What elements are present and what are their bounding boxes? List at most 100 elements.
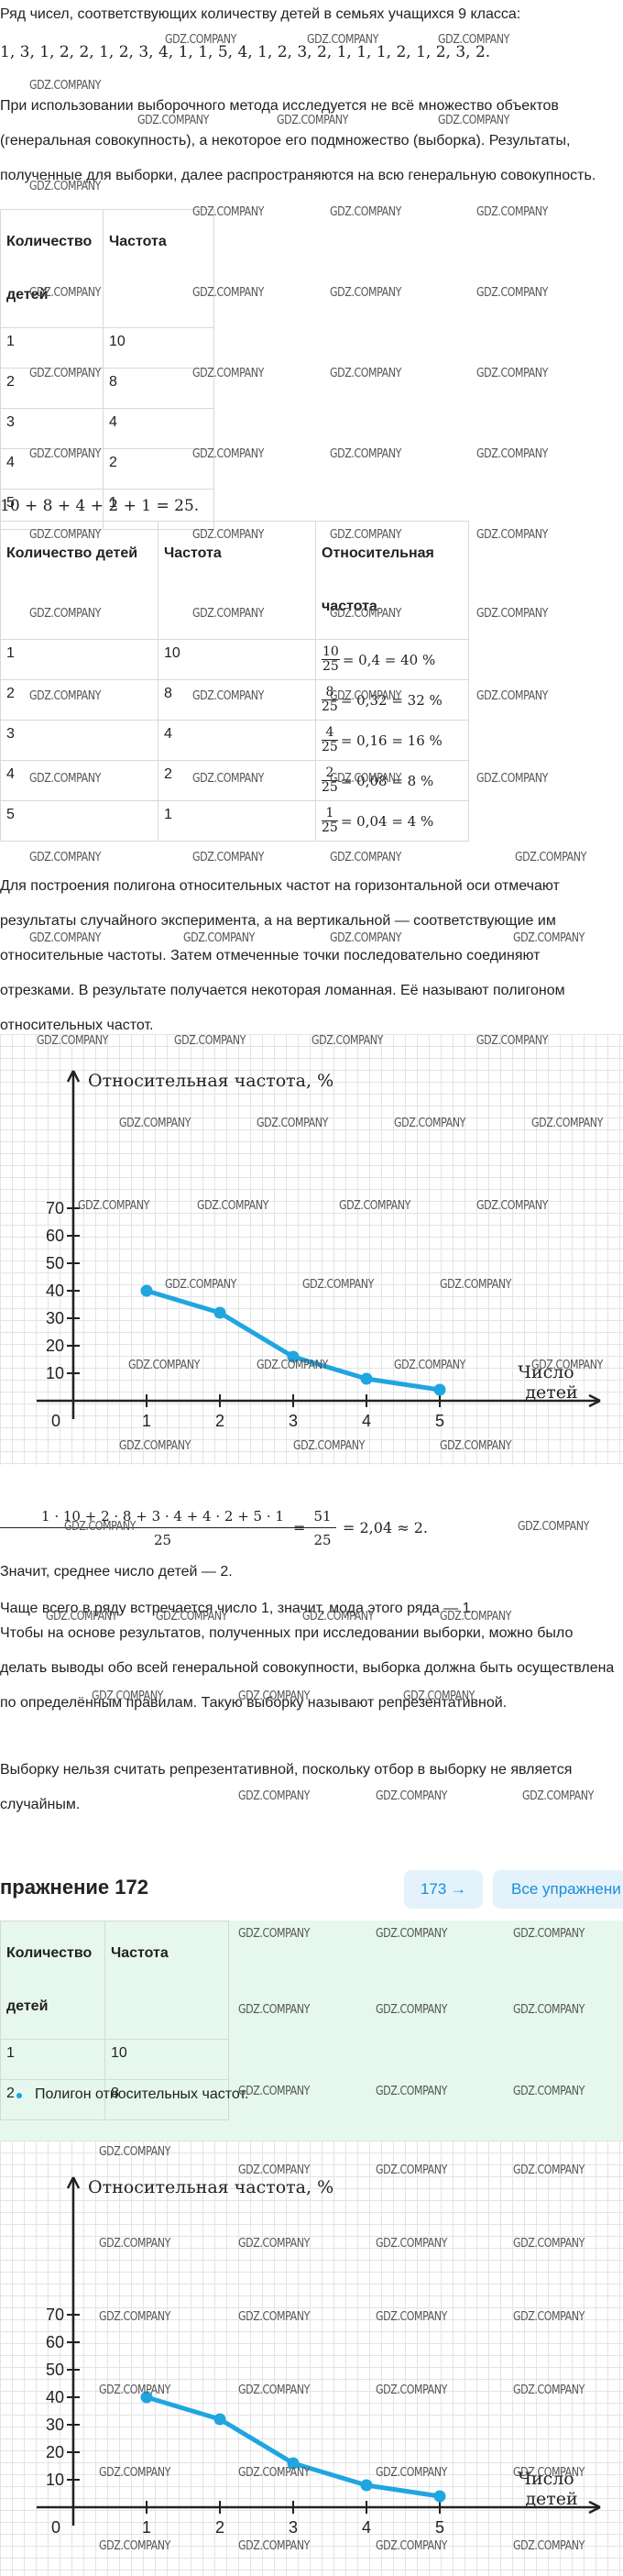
fraction-bar-2: [309, 1527, 336, 1528]
relative-frequency-cell: 8 25 = 0,32 = 32 %: [315, 679, 469, 721]
y-tick-label: 60: [46, 2333, 64, 2351]
watermark: GDZ.COMPANY: [513, 1927, 585, 1941]
watermark: GDZ.COMPANY: [238, 2237, 310, 2251]
watermark: GDZ.COMPANY: [339, 1199, 410, 1213]
watermark: GDZ.COMPANY: [302, 1278, 374, 1292]
y-tick-label: 30: [46, 1309, 64, 1327]
watermark: GDZ.COMPANY: [29, 851, 101, 864]
watermark: GDZ.COMPANY: [330, 689, 401, 703]
next-exercise-button[interactable]: 173 →: [404, 1870, 483, 1909]
data-point: [213, 1306, 226, 1319]
relative-frequency-table: Количество детей Частота Относительная ч…: [0, 521, 469, 842]
fraction: 10 25: [322, 645, 340, 674]
bullet-dot: [16, 2093, 22, 2098]
watermark: GDZ.COMPANY: [174, 1034, 246, 1048]
formula-denominator: 25: [153, 1532, 172, 1548]
data-point: [433, 1383, 446, 1396]
x-tick-label: 2: [215, 1412, 224, 1430]
watermark: GDZ.COMPANY: [376, 2003, 447, 2017]
fraction-denominator: 25: [322, 659, 339, 674]
watermark: GDZ.COMPANY: [513, 2085, 585, 2098]
watermark: GDZ.COMPANY: [128, 1359, 200, 1372]
watermark: GDZ.COMPANY: [403, 1690, 475, 1703]
watermark: GDZ.COMPANY: [192, 851, 264, 864]
mode-text: Чаще всего в ряду встречается число 1, з…: [0, 1601, 475, 1616]
watermark: GDZ.COMPANY: [513, 2310, 585, 2324]
fraction-denominator: 25: [322, 740, 338, 754]
data-point: [140, 2391, 153, 2404]
watermark: GDZ.COMPANY: [440, 1439, 511, 1453]
watermark: GDZ.COMPANY: [531, 1359, 603, 1372]
equals-sign: =: [293, 1519, 306, 1536]
origin-label: 0: [51, 1412, 60, 1430]
sum-equation: 10 + 8 + 4 + 2 + 1 = 25.: [0, 497, 200, 515]
watermark: GDZ.COMPANY: [238, 2383, 310, 2397]
watermark: GDZ.COMPANY: [330, 205, 401, 219]
table-cell: 2: [0, 2079, 105, 2120]
x-axis-label: Число: [518, 1362, 574, 1382]
relative-frequency-value: = 0,16 = 16 %: [340, 732, 443, 749]
formula-result: = 2,04 ≈ 2.: [343, 1519, 428, 1536]
data-point: [287, 1350, 300, 1363]
watermark: GDZ.COMPANY: [165, 33, 236, 47]
watermark: GDZ.COMPANY: [513, 2466, 585, 2480]
watermark: GDZ.COMPANY: [476, 205, 548, 219]
y-tick-label: 30: [46, 2416, 64, 2434]
watermark: GDZ.COMPANY: [293, 1439, 365, 1453]
x-axis-label: детей: [525, 2489, 577, 2509]
watermark: GDZ.COMPANY: [192, 205, 264, 219]
fraction-denominator: 25: [322, 780, 338, 795]
watermark: GDZ.COMPANY: [37, 1034, 108, 1048]
header-frequency: Частота: [104, 1921, 229, 2040]
table-cell: 2: [103, 448, 214, 490]
data-point: [287, 2457, 300, 2470]
watermark: GDZ.COMPANY: [513, 2383, 585, 2397]
x-tick-label: 1: [142, 1412, 151, 1430]
watermark: GDZ.COMPANY: [440, 1278, 511, 1292]
polygon-chart-2: 10 20 30 40 50 60 70 1 2 3 4 5 0 Относительная частот…: [0, 2141, 623, 2576]
table-cell: 3: [0, 408, 104, 449]
table-cell: 8: [104, 2079, 229, 2120]
watermark: GDZ.COMPANY: [330, 286, 401, 300]
all-exercises-button[interactable]: Все упражнени: [493, 1870, 623, 1909]
fraction-numerator: 8: [322, 686, 338, 700]
watermark: GDZ.COMPANY: [438, 33, 509, 47]
mean-formula: 1 · 10 + 2 · 8 + 3 · 4 + 4 · 2 + 5 · 1 2…: [0, 1499, 623, 1554]
relative-frequency-cell: 10 25 = 0,4 = 40 %: [315, 639, 469, 680]
x-tick-label: 2: [215, 2518, 224, 2537]
watermark: GDZ.COMPANY: [513, 2163, 585, 2177]
formula-den2: 25: [313, 1532, 332, 1548]
polygon-chart-1: 10 20 30 40 50 60 70 1 2 3 4 5 0 Относительная частот…: [0, 1034, 623, 1465]
watermark: GDZ.COMPANY: [99, 2145, 170, 2159]
watermark: GDZ.COMPANY: [330, 931, 401, 945]
fraction-numerator: 1: [322, 807, 338, 821]
table-cell: 1: [0, 327, 104, 369]
watermark: GDZ.COMPANY: [192, 772, 264, 786]
watermark: GDZ.COMPANY: [513, 2539, 585, 2553]
watermark: GDZ.COMPANY: [29, 367, 101, 380]
watermark: GDZ.COMPANY: [376, 2237, 447, 2251]
watermark: GDZ.COMPANY: [238, 2539, 310, 2553]
x-tick-label: 4: [362, 1412, 371, 1430]
watermark: GDZ.COMPANY: [46, 1610, 117, 1624]
table-cell: 4: [158, 720, 316, 761]
not-representative-text: Выборку нельзя считать репрезентативной,…: [0, 1762, 573, 1812]
table-cell: 8: [158, 679, 316, 721]
watermark: GDZ.COMPANY: [192, 447, 264, 461]
watermark: GDZ.COMPANY: [29, 180, 101, 193]
number-series: 1, 3, 1, 2, 2, 1, 2, 3, 4, 1, 1, 5, 4, 1…: [0, 43, 491, 61]
table-cell: 1: [0, 2039, 105, 2080]
x-tick-label: 5: [435, 2518, 444, 2537]
relative-frequency-value: = 0,08 = 8 %: [340, 772, 434, 789]
watermark: GDZ.COMPANY: [376, 2163, 447, 2177]
bullet-text: Полигон относительных частот.: [35, 2086, 249, 2102]
watermark: GDZ.COMPANY: [476, 1199, 548, 1213]
watermark: GDZ.COMPANY: [476, 607, 548, 621]
watermark: GDZ.COMPANY: [330, 447, 401, 461]
watermark: GDZ.COMPANY: [119, 1117, 191, 1130]
watermark: GDZ.COMPANY: [257, 1117, 328, 1130]
relative-frequency-cell: 4 25 = 0,16 = 16 %: [315, 720, 469, 761]
table-row: 5 1 1 25 = 0,04 = 4 %: [0, 800, 469, 842]
